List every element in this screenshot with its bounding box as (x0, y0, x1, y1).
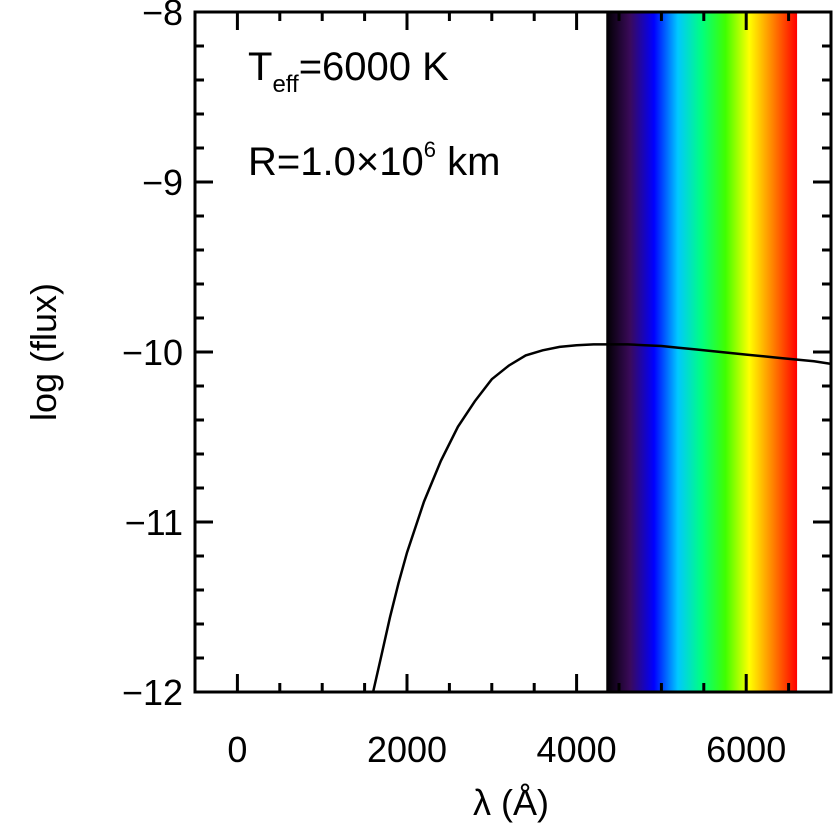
spectrum-band (606, 12, 798, 692)
y-tick-label: −10 (122, 332, 183, 373)
radius-main: R=1.0×10 (248, 140, 424, 184)
teff-main: T (248, 45, 272, 89)
flux-curve (371, 343, 832, 693)
radius-annotation: R=1.0×106 km (248, 137, 500, 184)
x-axis-title: λ (Å) (473, 782, 549, 823)
x-tick-label: 2000 (367, 729, 447, 770)
teff-annotation: Teff=6000 K (248, 45, 449, 98)
y-tick-label: −12 (122, 672, 183, 713)
teff-sub: eff (272, 71, 299, 98)
y-tick-label: −8 (142, 0, 183, 33)
radius-sup: 6 (424, 137, 436, 162)
radius-rest: km (436, 140, 500, 184)
teff-rest: =6000 K (299, 45, 449, 89)
x-tick-label: 0 (227, 729, 247, 770)
y-tick-label: −9 (142, 162, 183, 203)
y-axis-title: log (flux) (23, 283, 64, 421)
x-tick-label: 6000 (706, 729, 786, 770)
x-tick-label: 4000 (537, 729, 617, 770)
y-tick-label: −11 (125, 502, 183, 543)
